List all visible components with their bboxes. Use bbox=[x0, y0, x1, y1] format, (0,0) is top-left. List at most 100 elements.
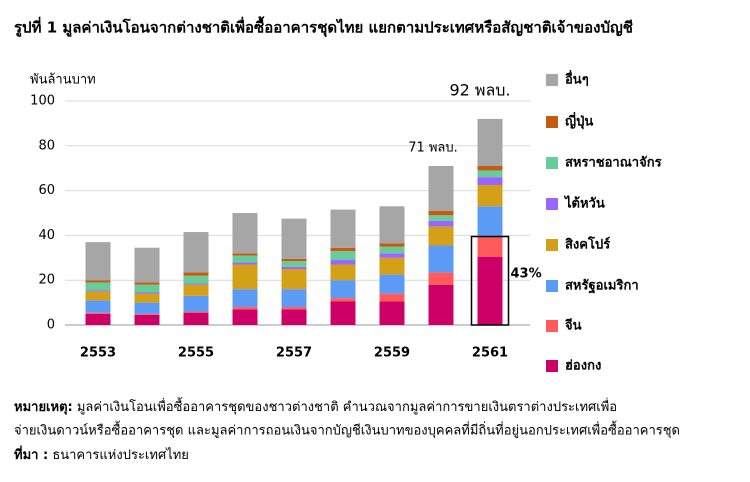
bar-segment bbox=[183, 295, 209, 312]
bar-segment bbox=[330, 260, 356, 265]
bar-segment bbox=[134, 284, 160, 293]
legend-swatch bbox=[546, 116, 558, 128]
bar-segment bbox=[330, 209, 356, 248]
bar-segment bbox=[232, 264, 258, 290]
bar-segment bbox=[330, 264, 356, 281]
bar-segment bbox=[281, 289, 307, 308]
bar-segment bbox=[183, 312, 209, 325]
legend-swatch bbox=[546, 360, 558, 372]
chart-title: รูปที่ 1 มูลค่าเงินโอนจากต่างชาติเพื่อซื… bbox=[14, 16, 633, 38]
bar-segment bbox=[477, 118, 503, 166]
legend-label: ญี่ปุ่น bbox=[565, 112, 593, 130]
bar-segment bbox=[281, 218, 307, 259]
annotation: 43% bbox=[511, 267, 542, 282]
bar-segment bbox=[232, 213, 258, 254]
bar-segment bbox=[428, 284, 454, 325]
source: ที่มา : ธนาคารแห่งประเทศไทย bbox=[14, 445, 189, 463]
bar-segment bbox=[232, 255, 258, 263]
bar-segment bbox=[85, 291, 111, 301]
legend-label: ฮ่องกง bbox=[565, 359, 601, 374]
x-tick-label: 2553 bbox=[80, 346, 116, 361]
bar-segment bbox=[134, 313, 160, 315]
bar-segment bbox=[183, 284, 209, 296]
bar-segment bbox=[428, 272, 454, 285]
bar-segment bbox=[428, 165, 454, 211]
bar-segment bbox=[428, 220, 454, 227]
legend-label: ไต้หวัน bbox=[563, 195, 605, 212]
bar-segment bbox=[232, 289, 258, 308]
x-tick-label: 2557 bbox=[276, 346, 312, 361]
bar-segment bbox=[183, 311, 209, 313]
bar-segment bbox=[379, 257, 405, 275]
bar-segment bbox=[281, 266, 307, 269]
bar-segment bbox=[85, 313, 111, 325]
y-tick-label: 20 bbox=[38, 273, 55, 288]
bar-segment bbox=[330, 247, 356, 252]
y-tick-label: 60 bbox=[38, 183, 55, 198]
bar-segment bbox=[477, 177, 503, 185]
bar-segment bbox=[330, 280, 356, 299]
legend-swatch bbox=[546, 157, 558, 169]
y-tick-label: 40 bbox=[38, 228, 55, 243]
bar-segment bbox=[281, 258, 307, 262]
bar-segment bbox=[477, 185, 503, 207]
bar-segment bbox=[281, 307, 307, 310]
x-tick-label: 2555 bbox=[178, 346, 214, 361]
bar-segment bbox=[85, 312, 111, 314]
bar-segment bbox=[85, 282, 111, 291]
y-tick-label: 0 bbox=[47, 318, 55, 333]
bar-segment bbox=[477, 165, 503, 171]
bar-segment bbox=[330, 251, 356, 261]
source-text: ธนาคารแห่งประเทศไทย bbox=[52, 447, 189, 463]
bar-segment bbox=[183, 272, 209, 276]
bar-segment bbox=[330, 301, 356, 325]
bar-segment bbox=[134, 247, 160, 283]
bar-segment bbox=[379, 206, 405, 244]
note-text: จ่ายเงินดาวน์หรือซื้ออาคารชุด และมูลค่าก… bbox=[14, 421, 680, 439]
bar-segment bbox=[232, 253, 258, 256]
bar-segment bbox=[85, 300, 111, 313]
y-axis-label: พันล้านบาท bbox=[30, 73, 96, 88]
bar-segment bbox=[134, 302, 160, 314]
bar-segment bbox=[134, 282, 160, 285]
bar-segment bbox=[477, 206, 503, 237]
bar-segment bbox=[379, 246, 405, 254]
bar-segment bbox=[379, 293, 405, 302]
bar-segment bbox=[134, 314, 160, 325]
bar-segment bbox=[428, 245, 454, 273]
bar-segment bbox=[232, 262, 258, 265]
bar-segment bbox=[134, 292, 160, 294]
bar-segment bbox=[85, 242, 111, 281]
note-text: มูลค่าเงินโอนเพื่อซื้ออาคารชุดของชาวต่าง… bbox=[77, 397, 617, 415]
note-label: หมายเหตุ: bbox=[14, 400, 73, 415]
y-tick-label: 100 bbox=[30, 94, 55, 109]
annotation: 71 พลบ. bbox=[408, 140, 458, 155]
x-tick-label: 2559 bbox=[374, 346, 410, 361]
y-tick-label: 80 bbox=[38, 138, 55, 153]
bar-segment bbox=[330, 298, 356, 302]
bar-segment bbox=[428, 226, 454, 246]
legend-swatch bbox=[546, 74, 558, 86]
bar-segment bbox=[477, 170, 503, 178]
note-label: หมายเหตุ: มูลค่าเงินโอนเพื่อซื้ออาคารชุด… bbox=[14, 397, 617, 415]
legend-swatch bbox=[546, 280, 558, 292]
legend-label: สหราชอาณาจักร bbox=[565, 156, 662, 171]
bar-segment bbox=[232, 307, 258, 310]
legend-swatch bbox=[546, 198, 558, 210]
legend-label: อื่นๆ bbox=[565, 70, 589, 88]
bar-segment bbox=[183, 232, 209, 273]
bar-segment bbox=[85, 280, 111, 283]
legend-label: สหรัฐอเมริกา bbox=[565, 279, 639, 295]
bar-segment bbox=[85, 290, 111, 292]
bar-segment bbox=[281, 261, 307, 267]
bar-segment bbox=[183, 283, 209, 285]
bar-segment bbox=[183, 275, 209, 284]
legend-swatch bbox=[546, 239, 558, 251]
bar-segment bbox=[379, 243, 405, 247]
x-tick-label: 2561 bbox=[472, 346, 508, 361]
bar-segment bbox=[281, 269, 307, 290]
bar-segment bbox=[477, 256, 503, 325]
annotation: 92 พลบ. bbox=[449, 80, 510, 99]
bar-segment bbox=[232, 309, 258, 325]
